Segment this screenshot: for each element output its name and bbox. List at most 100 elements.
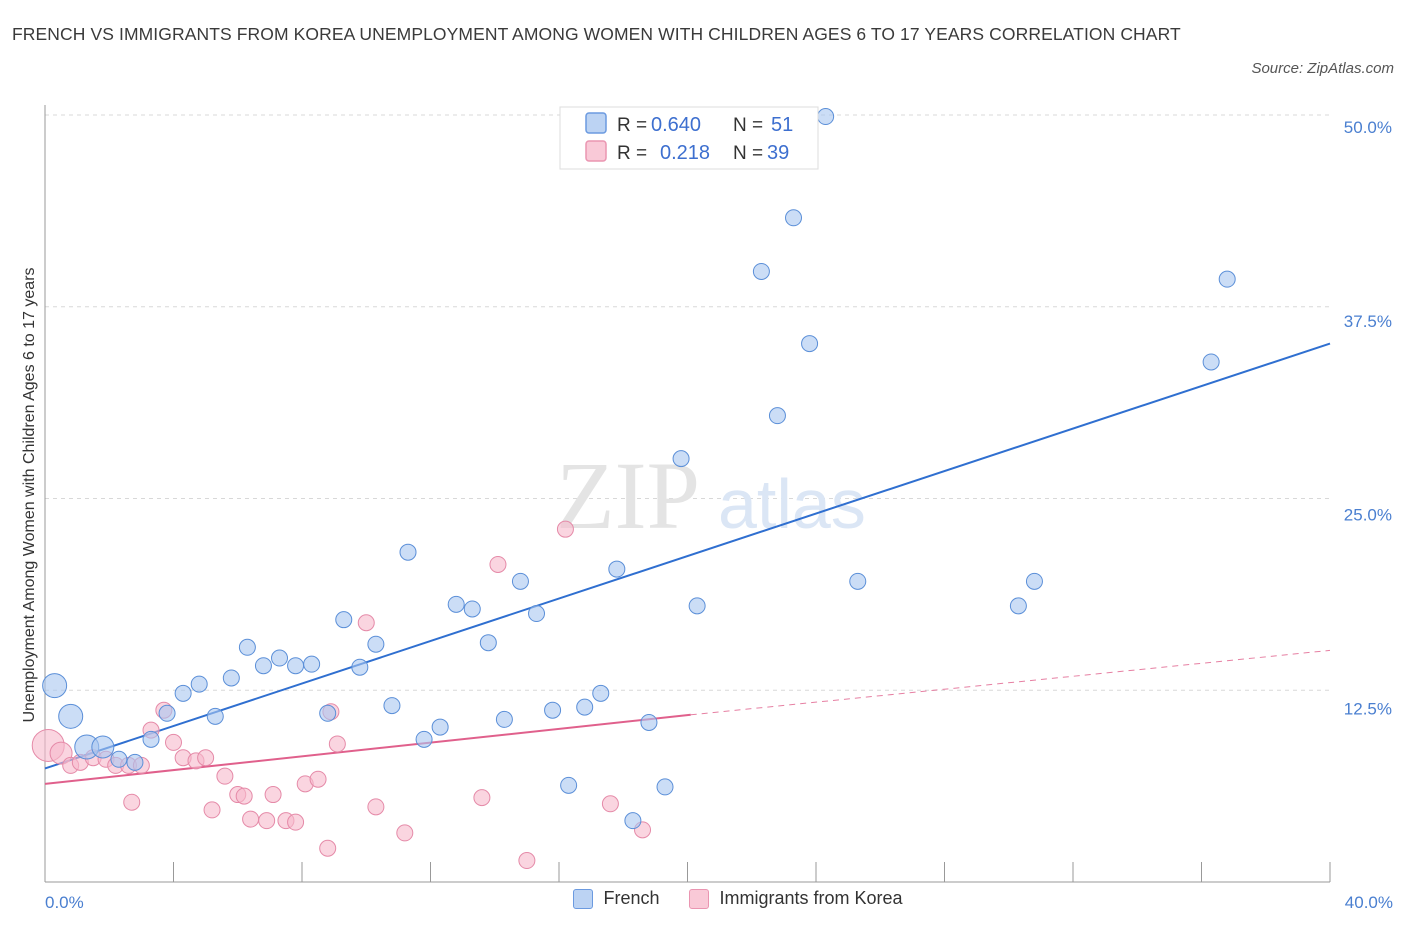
korea-n-label: N = (733, 143, 763, 164)
french-point (463, 600, 481, 618)
source-label: Source: ZipAtlas.com (1251, 60, 1394, 77)
korea-points (31, 520, 652, 870)
french-n-value: 51 (771, 114, 793, 136)
french-point (479, 634, 497, 652)
korea-point (235, 787, 253, 805)
korea-point (357, 614, 375, 632)
legend-item-french: French (573, 888, 659, 909)
korea-trend-extension (690, 649, 1331, 716)
french-point (592, 684, 610, 702)
legend-label-korea: Immigrants from Korea (719, 888, 903, 908)
french-point (447, 595, 465, 613)
korea-point (328, 735, 346, 753)
legend-label-french: French (603, 888, 660, 908)
french-r-label: R = (617, 115, 647, 136)
french-point (1218, 270, 1236, 288)
french-point (415, 730, 433, 748)
french-trend-line (44, 342, 1331, 770)
french-n-label: N = (733, 115, 763, 136)
french-point (528, 605, 546, 623)
french-point (672, 450, 690, 468)
french-point (511, 572, 529, 590)
korea-point (489, 555, 507, 573)
french-point (303, 655, 321, 673)
chart-title: FRENCH VS IMMIGRANTS FROM KOREA UNEMPLOY… (12, 24, 1181, 44)
french-point (271, 649, 289, 667)
legend-item-korea: Immigrants from Korea (689, 888, 903, 909)
french-point (351, 658, 369, 676)
french-point (752, 262, 770, 280)
trend-lines (44, 342, 1331, 785)
watermark-atlas: atlas (718, 465, 866, 543)
french-point (287, 657, 305, 675)
french-point (608, 560, 626, 578)
korea-point (242, 810, 260, 828)
y-axis-label: Unemployment Among Women with Children A… (21, 267, 38, 723)
y-tick-label: 37.5% (1344, 312, 1392, 331)
y-tick-label: 12.5% (1344, 699, 1392, 718)
y-tick-label: 25.0% (1344, 506, 1392, 525)
french-point (495, 710, 513, 728)
french-point (785, 209, 803, 227)
french-point (319, 704, 337, 722)
french-point (801, 335, 819, 353)
french-point (431, 718, 449, 736)
korea-swatch (689, 888, 710, 909)
french-point (849, 572, 867, 590)
watermark: ZIP atlas (556, 442, 866, 549)
french-point (110, 750, 128, 768)
korea-trend-line (44, 713, 691, 785)
korea-point (556, 520, 574, 538)
korea-point (287, 813, 305, 831)
french-point (817, 108, 835, 126)
french-r-value: 0.640 (651, 114, 701, 136)
korea-point (518, 852, 536, 870)
korea-point (396, 824, 414, 842)
korea-n-value: 39 (767, 142, 789, 164)
french-point (560, 776, 578, 794)
korea-r-value: 0.218 (660, 142, 710, 164)
korea-point (123, 793, 141, 811)
french-points (42, 108, 1236, 830)
french-point (158, 704, 176, 722)
french-point (142, 730, 160, 748)
french-point (254, 657, 272, 675)
french-point (222, 669, 240, 687)
french-point (624, 812, 642, 830)
french-point (688, 597, 706, 615)
french-swatch (573, 888, 594, 909)
korea-point (258, 812, 276, 830)
tick-labels: 12.5% 25.0% 37.5% 50.0% 0.0% 40.0% (45, 118, 1393, 912)
french-point (91, 735, 115, 759)
korea-point (601, 795, 619, 813)
korea-legend-swatch (585, 140, 607, 162)
french-point (174, 684, 192, 702)
x-tick-label-max: 40.0% (1345, 893, 1393, 912)
korea-point (367, 798, 385, 816)
korea-point (216, 767, 234, 785)
korea-point (197, 749, 215, 767)
korea-point (319, 839, 337, 857)
french-point (335, 611, 353, 629)
french-point (190, 675, 208, 693)
french-point (1202, 353, 1220, 371)
korea-point (264, 786, 282, 804)
y-tick-label: 50.0% (1344, 118, 1392, 137)
french-point (126, 753, 144, 771)
korea-r-label: R = (617, 143, 647, 164)
french-point (238, 638, 256, 656)
french-point (42, 673, 68, 699)
x-tick-label-min: 0.0% (45, 893, 84, 912)
french-point (367, 635, 385, 653)
french-point (576, 698, 594, 716)
french-legend-swatch (585, 112, 607, 134)
korea-point (203, 801, 221, 819)
french-point (544, 701, 562, 719)
korea-point (473, 789, 491, 807)
french-point (1009, 597, 1027, 615)
korea-point (309, 770, 327, 788)
french-point (399, 543, 417, 561)
gridlines (45, 114, 1330, 691)
bottom-legend: French Immigrants from Korea (0, 888, 1406, 909)
